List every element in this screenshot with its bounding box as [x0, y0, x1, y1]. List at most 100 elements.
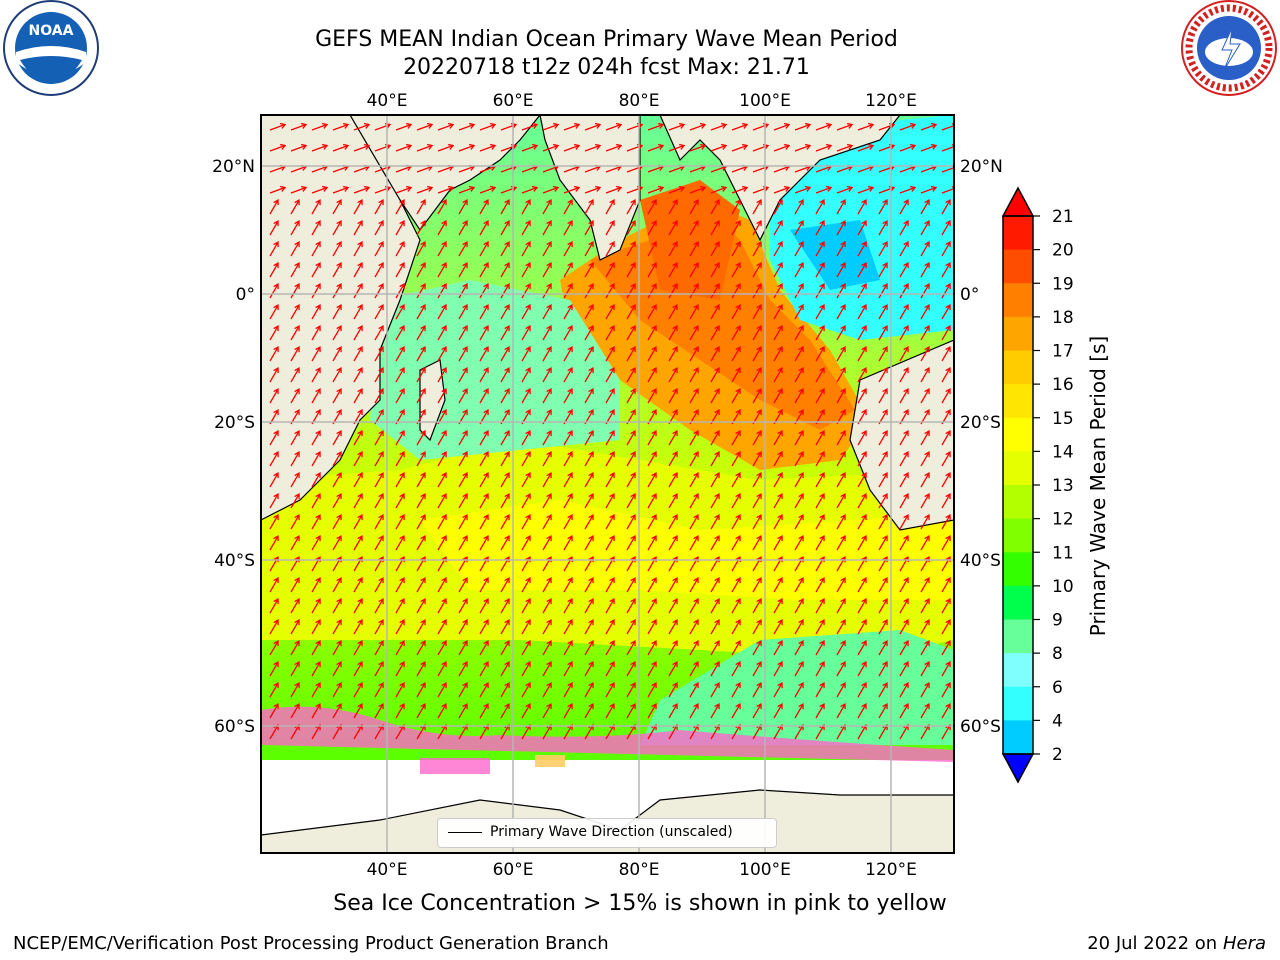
wave-arrow [458, 241, 468, 257]
wave-arrow-head [462, 283, 468, 290]
wave-arrow [941, 304, 951, 320]
wave-arrow-head [546, 241, 552, 248]
wave-arrow [668, 619, 678, 635]
wave-arrow [353, 165, 370, 173]
colorbar-swatch [1003, 518, 1033, 553]
wave-arrow [290, 493, 300, 509]
wave-arrow [332, 619, 342, 635]
wave-arrow [605, 262, 615, 278]
wave-arrow [710, 514, 720, 530]
wave-arrow [857, 682, 867, 698]
wave-arrow [731, 262, 741, 278]
colorbar-tick-label: 4 [1052, 711, 1063, 731]
wave-arrow [815, 703, 825, 719]
wave-arrow-head [714, 682, 720, 689]
wave-arrow-head [343, 185, 350, 192]
wave-arrow-head [805, 185, 812, 192]
wave-arrow [311, 472, 321, 488]
wave-arrow [836, 283, 846, 299]
wave-arrow-head [483, 241, 489, 248]
wave-arrow [395, 199, 405, 215]
wave-arrow [353, 682, 363, 698]
wave-arrow [668, 241, 678, 257]
wave-arrow [584, 430, 594, 446]
wave-arrow [920, 388, 930, 404]
wave-arrow-head [588, 367, 594, 374]
wave-arrow [668, 640, 678, 656]
wave-arrow [416, 123, 433, 131]
wave-arrow [605, 682, 615, 698]
wave-arrow [269, 325, 279, 341]
wave-arrow [269, 472, 279, 488]
wave-arrow [542, 283, 552, 299]
wave-arrow [773, 514, 783, 530]
wave-arrow-head [798, 262, 804, 269]
wave-arrow [584, 451, 594, 467]
wave-arrow [311, 724, 321, 740]
wave-arrow [689, 724, 699, 740]
wave-arrow [647, 619, 657, 635]
wave-arrow-head [756, 661, 762, 668]
wave-arrow [311, 346, 321, 362]
wave-arrow-head [714, 598, 720, 605]
wave-arrow [584, 514, 594, 530]
wave-arrow-head [441, 409, 447, 416]
wave-arrow-head [819, 577, 825, 584]
wave-arrow [626, 388, 636, 404]
wave-arrow [458, 682, 468, 698]
wave-arrow [416, 451, 426, 467]
wave-arrow-head [504, 598, 510, 605]
wave-arrow [458, 703, 468, 719]
wave-arrow-head [924, 325, 930, 332]
wave-arrow [836, 304, 846, 320]
wave-arrow-head [777, 514, 783, 521]
wave-arrow-head [357, 430, 363, 437]
wave-arrow-head [588, 661, 594, 668]
wave-arrow-head [322, 122, 329, 129]
wave-arrow [836, 535, 846, 551]
wave-arrow [311, 367, 321, 383]
wave-arrow [668, 199, 678, 215]
wave-arrow [332, 199, 342, 215]
wave-arrow-head [798, 220, 804, 227]
wave-arrow-head [399, 367, 405, 374]
wave-arrow-head [630, 409, 636, 416]
wave-arrow-head [357, 388, 363, 395]
wave-arrow [437, 367, 447, 383]
wave-arrow [647, 535, 657, 551]
wave-arrow [374, 283, 384, 299]
wave-arrow-head [546, 199, 552, 206]
colorbar-over-triangle [1001, 186, 1035, 217]
wave-arrow [878, 682, 888, 698]
wave-arrow [626, 430, 636, 446]
wave-arrow [857, 186, 874, 194]
wave-arrow-head [525, 535, 531, 542]
wave-arrow [899, 493, 909, 509]
colorbar-swatch [1003, 686, 1033, 721]
wave-arrow [668, 661, 678, 677]
wave-arrow [458, 123, 475, 131]
wave-arrow-head [483, 724, 489, 731]
wave-arrow [416, 703, 426, 719]
wave-arrow [605, 661, 615, 677]
wave-arrow-head [609, 724, 615, 731]
wave-arrow-head [441, 493, 447, 500]
wave-arrow [710, 703, 720, 719]
wave-arrow-head [672, 220, 678, 227]
wave-arrow [395, 388, 405, 404]
wave-arrow [437, 304, 447, 320]
wave-arrow [605, 304, 615, 320]
wave-arrow [857, 724, 867, 740]
wave-arrow [731, 186, 748, 194]
wave-arrow [710, 186, 727, 194]
wave-arrow-head [630, 682, 636, 689]
wave-arrow [920, 598, 930, 614]
wave-arrow-head [378, 262, 384, 269]
wave-arrow [689, 283, 699, 299]
wave-arrow-head [819, 619, 825, 626]
wave-arrow [374, 619, 384, 635]
wave-arrow [878, 220, 888, 236]
wave-arrow-head [693, 619, 699, 626]
wave-arrow-head [532, 143, 539, 150]
wave-arrow-head [693, 682, 699, 689]
